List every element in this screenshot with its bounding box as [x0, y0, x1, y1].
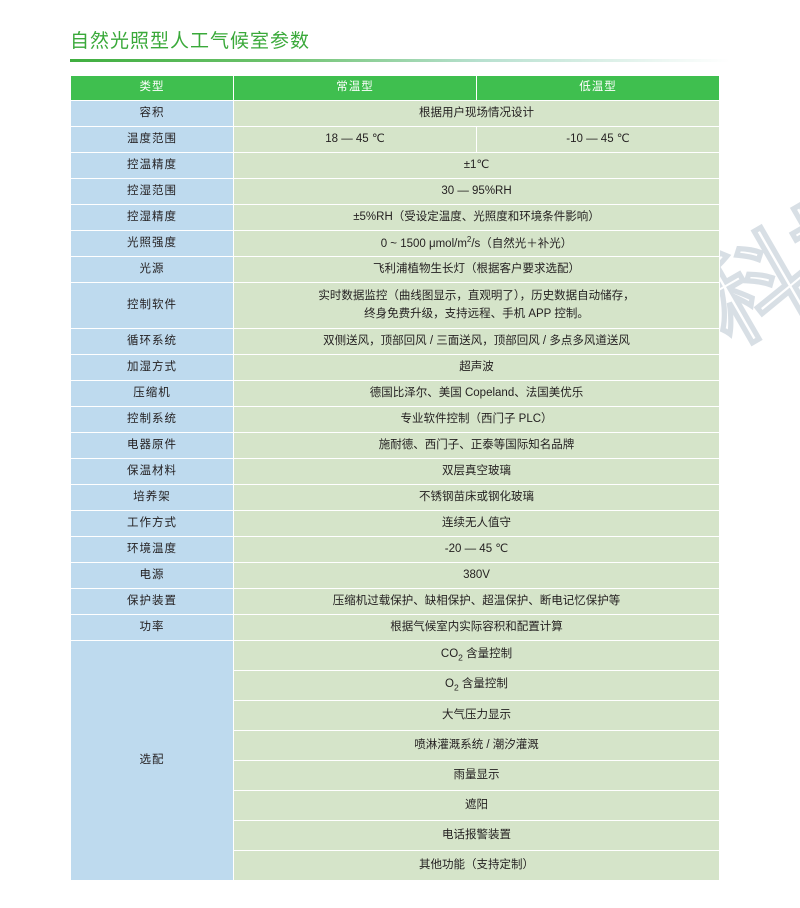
table-row: 温度范围 18 — 45 ℃ -10 — 45 ℃: [70, 126, 720, 153]
row-label-cell: 光源: [70, 256, 234, 283]
table-row: 控制系统 专业软件控制（西门子 PLC）: [70, 406, 720, 433]
row-value-cell: 根据气候室内实际容积和配置计算: [233, 614, 720, 641]
table-row: 培养架 不锈钢苗床或钢化玻璃: [70, 484, 720, 511]
table-row: 电器原件 施耐德、西门子、正泰等国际知名品牌: [70, 432, 720, 459]
row-value-normal-temp: 18 — 45 ℃: [233, 126, 477, 153]
optional-item-cell: 遮阳: [233, 790, 720, 821]
table-row: 电源 380V: [70, 562, 720, 589]
optional-item-cell: 雨量显示: [233, 760, 720, 791]
table-row: 光照强度 0 ~ 1500 μmol/m2/s（自然光＋补光）: [70, 230, 720, 257]
table-row: 控湿精度 ±5%RH（受设定温度、光照度和环境条件影响）: [70, 204, 720, 231]
row-value-cell: 双层真空玻璃: [233, 458, 720, 485]
optional-item-cell: CO2 含量控制: [233, 640, 720, 671]
row-label-cell: 环境温度: [70, 536, 234, 563]
row-value-cell: 380V: [233, 562, 720, 589]
row-label-cell: 容积: [70, 100, 234, 127]
row-label-cell: 循环系统: [70, 328, 234, 355]
row-value-cell: ±1℃: [233, 152, 720, 179]
table-header-row: 类型 常温型 低温型: [70, 75, 720, 101]
table-row: 保温材料 双层真空玻璃: [70, 458, 720, 485]
spec-table: 类型 常温型 低温型 容积 根据用户现场情况设计 温度范围 18 — 45 ℃ -10 …: [70, 75, 720, 881]
table-row: 容积 根据用户现场情况设计: [70, 100, 720, 127]
row-value-cell: 根据用户现场情况设计: [233, 100, 720, 127]
table-row: 电话报警装置: [71, 820, 720, 851]
title-underline-rule: [70, 59, 730, 62]
row-value-cell: 连续无人值守: [233, 510, 720, 537]
table-row: 环境温度 -20 — 45 ℃: [70, 536, 720, 563]
row-label-cell: 温度范围: [70, 126, 234, 153]
row-label-cell: 控制软件: [70, 282, 234, 329]
row-value-cell: -20 — 45 ℃: [233, 536, 720, 563]
table-row: 大气压力显示: [71, 700, 720, 731]
row-value-low-temp: -10 — 45 ℃: [476, 126, 720, 153]
row-label-cell: 光照强度: [70, 230, 234, 257]
table-row: 光源 飞利浦植物生长灯（根据客户要求选配）: [70, 256, 720, 283]
row-label-cell: 工作方式: [70, 510, 234, 537]
optional-item-cell: 电话报警装置: [233, 820, 720, 851]
row-value-cell: 0 ~ 1500 μmol/m2/s（自然光＋补光）: [233, 230, 720, 257]
row-value-cell: 施耐德、西门子、正泰等国际知名品牌: [233, 432, 720, 459]
column-header-normal-temp: 常温型: [233, 75, 477, 101]
table-row: 其他功能（支持定制）: [71, 850, 720, 881]
spec-table-body: 容积 根据用户现场情况设计 温度范围 18 — 45 ℃ -10 — 45 ℃ 控温精度 ±…: [70, 100, 720, 881]
row-label-cell: 控湿精度: [70, 204, 234, 231]
optional-item-cell: O2 含量控制: [233, 670, 720, 701]
table-row: 循环系统 双侧送风，顶部回风 / 三面送风，顶部回风 / 多点多风道送风: [70, 328, 720, 355]
row-label-cell: 控湿范围: [70, 178, 234, 205]
row-value-cell: 飞利浦植物生长灯（根据客户要求选配）: [233, 256, 720, 283]
row-label-cell: 控制系统: [70, 406, 234, 433]
row-value-cell: 压缩机过载保护、缺相保护、超温保护、断电记忆保护等: [233, 588, 720, 615]
table-row: 控温精度 ±1℃: [70, 152, 720, 179]
table-row: 压缩机 德国比泽尔、美国 Copeland、法国美优乐: [70, 380, 720, 407]
optional-item-cell: 其他功能（支持定制）: [233, 850, 720, 881]
page-title: 自然光照型人工气候室参数: [70, 31, 311, 52]
table-row: 工作方式 连续无人值守: [70, 510, 720, 537]
spec-table-head: 类型 常温型 低温型: [70, 75, 720, 101]
row-label-cell-optional: 选配: [70, 640, 234, 881]
column-header-low-temp: 低温型: [476, 75, 720, 101]
row-value-cell: ±5%RH（受设定温度、光照度和环境条件影响）: [233, 204, 720, 231]
row-value-cell: 实时数据监控（曲线图显示，直观明了），历史数据自动储存， 终身免费升级，支持远程、…: [233, 282, 720, 329]
row-label-cell: 培养架: [70, 484, 234, 511]
table-row: 保护装置 压缩机过载保护、缺相保护、超温保护、断电记忆保护等: [70, 588, 720, 615]
spec-table-container: 类型 常温型 低温型 容积 根据用户现场情况设计 温度范围 18 — 45 ℃ -10 …: [70, 75, 720, 881]
table-row: 雨量显示: [71, 760, 720, 791]
row-value-cell: 不锈钢苗床或钢化玻璃: [233, 484, 720, 511]
table-row: 功率 根据气候室内实际容积和配置计算: [70, 614, 720, 641]
row-label-cell: 电源: [70, 562, 234, 589]
row-label-cell: 功率: [70, 614, 234, 641]
row-label-cell: 保护装置: [70, 588, 234, 615]
row-value-cell: 30 — 95%RH: [233, 178, 720, 205]
row-value-cell: 双侧送风，顶部回风 / 三面送风，顶部回风 / 多点多风道送风: [233, 328, 720, 355]
optional-item-cell: 大气压力显示: [233, 700, 720, 731]
column-header-type: 类型: [70, 75, 234, 101]
table-row: 喷淋灌溉系统 / 潮汐灌溉: [71, 730, 720, 761]
table-row: 控湿范围 30 — 95%RH: [70, 178, 720, 205]
row-label-cell: 保温材料: [70, 458, 234, 485]
row-label-cell: 控温精度: [70, 152, 234, 179]
row-value-cell: 专业软件控制（西门子 PLC）: [233, 406, 720, 433]
row-label-cell: 电器原件: [70, 432, 234, 459]
row-value-cell: 超声波: [233, 354, 720, 381]
row-label-cell: 压缩机: [70, 380, 234, 407]
table-row: 加湿方式 超声波: [70, 354, 720, 381]
row-label-cell: 加湿方式: [70, 354, 234, 381]
table-row: 选配 CO2 含量控制: [70, 640, 720, 881]
table-row: 控制软件 实时数据监控（曲线图显示，直观明了），历史数据自动储存， 终身免费升级，支…: [70, 282, 720, 329]
optional-item-cell: 喷淋灌溉系统 / 潮汐灌溉: [233, 730, 720, 761]
row-value-cell: 德国比泽尔、美国 Copeland、法国美优乐: [233, 380, 720, 407]
